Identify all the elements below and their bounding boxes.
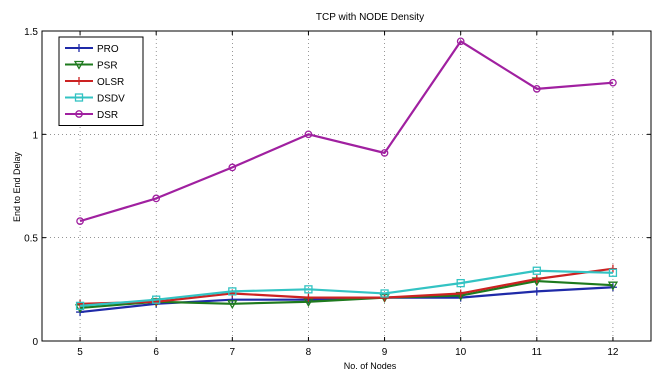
data-point bbox=[75, 301, 85, 311]
y-tick-label: 0.5 bbox=[24, 234, 38, 245]
legend-item: PSR bbox=[65, 61, 118, 72]
x-tick-label: 12 bbox=[607, 347, 619, 358]
legend-item: OLSR bbox=[65, 77, 124, 88]
data-point bbox=[152, 194, 161, 203]
x-tick-label: 7 bbox=[230, 347, 236, 358]
data-point bbox=[532, 266, 541, 275]
data-point bbox=[304, 285, 313, 294]
series-line bbox=[79, 269, 613, 307]
data-point bbox=[532, 287, 541, 296]
legend-item: DSR bbox=[65, 110, 118, 121]
legend: PRO PSR OLSR DSDV DSR bbox=[58, 36, 144, 126]
data-point bbox=[76, 299, 85, 308]
x-tick-label: 10 bbox=[455, 347, 467, 358]
data-point bbox=[304, 130, 313, 139]
series-dsr bbox=[76, 37, 617, 225]
legend-label: PSR bbox=[97, 61, 118, 72]
x-tick-label: 8 bbox=[306, 347, 312, 358]
legend-label: PRO bbox=[97, 44, 119, 55]
data-point bbox=[608, 268, 618, 277]
data-point bbox=[152, 295, 161, 304]
legend-label: DSDV bbox=[97, 94, 125, 105]
x-tick-label: 6 bbox=[153, 347, 159, 358]
y-axis-title: End to End Delay bbox=[12, 151, 22, 222]
series-line bbox=[80, 267, 614, 305]
data-point bbox=[532, 275, 541, 283]
data-point bbox=[227, 300, 238, 310]
series-dsdv bbox=[75, 266, 618, 311]
data-point bbox=[74, 93, 84, 102]
data-point bbox=[228, 287, 237, 296]
x-tick-label: 9 bbox=[382, 347, 388, 358]
x-axis-title: No. of Nodes bbox=[344, 361, 397, 371]
y-tick-label: 1 bbox=[32, 130, 38, 141]
series-line bbox=[79, 279, 613, 310]
x-tick-label: 5 bbox=[77, 347, 83, 358]
legend-label: OLSR bbox=[97, 77, 124, 88]
data-point bbox=[75, 77, 83, 85]
plot-frame bbox=[41, 30, 652, 342]
data-point bbox=[456, 278, 465, 288]
data-point bbox=[380, 289, 389, 298]
data-point bbox=[228, 163, 237, 172]
data-point bbox=[76, 217, 84, 225]
chart-title: TCP with NODE Density bbox=[316, 12, 424, 23]
axis-ticks: 5 6 7 8 9 10 11 12 0 0.5 1 1.5 bbox=[24, 27, 651, 358]
data-point bbox=[75, 110, 83, 118]
data-point bbox=[380, 149, 389, 157]
legend-item: PRO bbox=[65, 44, 119, 55]
series-line bbox=[79, 40, 614, 223]
data-point bbox=[75, 44, 83, 52]
data-point bbox=[607, 281, 619, 291]
legend-label: DSR bbox=[97, 110, 118, 121]
data-point bbox=[73, 60, 85, 70]
data-point bbox=[304, 293, 313, 302]
data-point bbox=[456, 37, 465, 46]
data-point bbox=[532, 85, 541, 93]
data-point bbox=[609, 78, 617, 87]
y-tick-label: 1.5 bbox=[24, 27, 38, 38]
y-tick-label: 0 bbox=[32, 337, 38, 348]
data-point bbox=[456, 289, 465, 298]
legend-item: DSDV bbox=[65, 93, 125, 105]
x-tick-label: 11 bbox=[532, 347, 543, 358]
